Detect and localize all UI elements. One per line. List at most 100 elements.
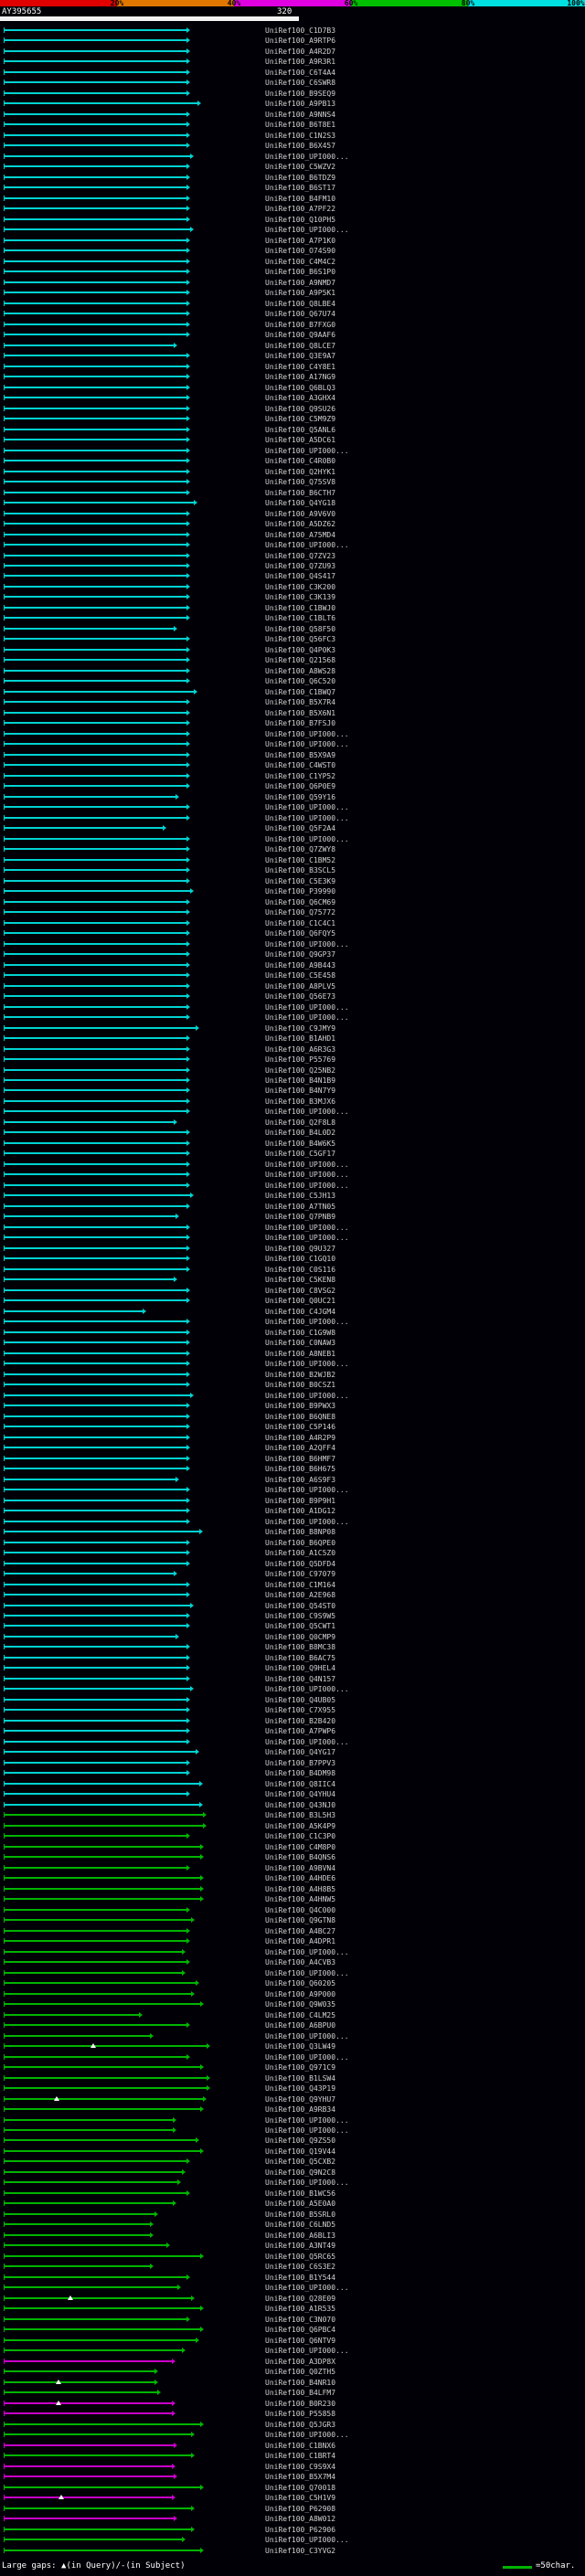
hit-label[interactable]: UniRef100_A6BPU0: [265, 2021, 336, 2030]
hit-label[interactable]: UniRef100_UPI000...: [265, 2052, 349, 2062]
hit-bar[interactable]: [4, 1822, 207, 1829]
hit-label[interactable]: UniRef100_C1N2S3: [265, 131, 336, 140]
hit-bar[interactable]: [4, 1738, 190, 1744]
hit-bar[interactable]: [4, 1445, 190, 1451]
hit-bar[interactable]: [4, 384, 190, 390]
hit-label[interactable]: UniRef100_Q0ZTH5: [265, 2368, 336, 2377]
hit-bar[interactable]: [4, 1906, 190, 1913]
hit-label[interactable]: UniRef100_C0S116: [265, 1265, 336, 1274]
hit-label[interactable]: UniRef100_A5DZ62: [265, 520, 336, 529]
hit-label[interactable]: UniRef100_C1YP52: [265, 771, 336, 780]
hit-bar[interactable]: [4, 1382, 190, 1388]
hit-bar[interactable]: [4, 2127, 176, 2133]
hit-bar[interactable]: [4, 2421, 204, 2427]
hit-bar[interactable]: [4, 2200, 176, 2207]
hit-bar[interactable]: [4, 374, 190, 380]
hit-label[interactable]: UniRef100_Q67U74: [265, 310, 336, 319]
hit-bar[interactable]: [4, 2011, 143, 2018]
hit-label[interactable]: UniRef100_Q25NB2: [265, 1065, 336, 1075]
hit-label[interactable]: UniRef100_B0R230: [265, 2399, 336, 2408]
hit-bar[interactable]: [4, 762, 190, 769]
hit-bar[interactable]: [4, 814, 190, 821]
hit-bar[interactable]: [4, 2043, 210, 2050]
hit-label[interactable]: UniRef100_Q19V44: [265, 2147, 336, 2156]
hit-label[interactable]: UniRef100_C1GQ10: [265, 1255, 336, 1264]
hit-bar[interactable]: [4, 216, 190, 222]
hit-label[interactable]: UniRef100_C0NAW3: [265, 1339, 336, 1348]
hit-label[interactable]: UniRef100_B1Y544: [265, 2273, 336, 2282]
hit-bar[interactable]: [4, 846, 190, 853]
hit-bar[interactable]: [4, 2001, 204, 2008]
hit-label[interactable]: UniRef100_O74S90: [265, 247, 336, 256]
hit-bar[interactable]: [4, 1045, 190, 1052]
hit-label[interactable]: UniRef100_UPI000...: [265, 1968, 349, 1977]
hit-bar[interactable]: [4, 2274, 190, 2280]
hit-label[interactable]: UniRef100_A4HNW5: [265, 1895, 336, 1904]
hit-label[interactable]: UniRef100_B1LSW4: [265, 2073, 336, 2083]
hit-label[interactable]: UniRef100_Q5CWT1: [265, 1622, 336, 1631]
hit-label[interactable]: UniRef100_B5X7R4: [265, 698, 336, 707]
hit-bar[interactable]: [4, 1592, 190, 1597]
hit-label[interactable]: UniRef100_B3L5H3: [265, 1811, 336, 1820]
hit-label[interactable]: UniRef100_Q6CM69: [265, 897, 336, 906]
hit-bar[interactable]: [4, 825, 166, 832]
hit-label[interactable]: UniRef100_C1BLT6: [265, 614, 336, 623]
hit-label[interactable]: UniRef100_Q6FQY5: [265, 929, 336, 938]
hit-label[interactable]: UniRef100_B2B420: [265, 1716, 336, 1725]
hit-bar[interactable]: [4, 2547, 204, 2553]
hit-bar[interactable]: [4, 143, 190, 149]
hit-label[interactable]: UniRef100_A3NT49: [265, 2242, 336, 2251]
hit-label[interactable]: UniRef100_C4M8P0: [265, 1842, 336, 1851]
hit-bar[interactable]: [4, 2179, 181, 2186]
hit-bar[interactable]: [4, 1938, 190, 1945]
hit-bar[interactable]: [4, 562, 190, 568]
hit-label[interactable]: UniRef100_C9S9W5: [265, 1611, 336, 1620]
hit-bar[interactable]: [4, 573, 190, 579]
hit-label[interactable]: UniRef100_Q54ST0: [265, 1601, 336, 1610]
hit-label[interactable]: UniRef100_C5P146: [265, 1423, 336, 1432]
hit-label[interactable]: UniRef100_UPI000...: [265, 2284, 349, 2293]
hit-bar[interactable]: [4, 1287, 190, 1293]
hit-label[interactable]: UniRef100_C5M9Z9: [265, 415, 336, 424]
hit-label[interactable]: UniRef100_B9SEQ9: [265, 89, 336, 98]
hit-label[interactable]: UniRef100_A9P5K1: [265, 289, 336, 298]
hit-bar[interactable]: [4, 2284, 181, 2291]
hit-bar[interactable]: [4, 678, 190, 684]
hit-bar[interactable]: [4, 153, 194, 159]
hit-label[interactable]: UniRef100_UPI000...: [265, 1160, 349, 1169]
hit-label[interactable]: UniRef100_Q59Y16: [265, 792, 336, 801]
hit-bar[interactable]: [4, 2221, 154, 2228]
hit-label[interactable]: UniRef100_Q9SU26: [265, 404, 336, 413]
hit-bar[interactable]: [4, 1633, 179, 1639]
hit-label[interactable]: UniRef100_Q6BLQ3: [265, 383, 336, 392]
hit-label[interactable]: UniRef100_A6R3G3: [265, 1044, 336, 1054]
hit-bar[interactable]: [4, 164, 190, 170]
hit-label[interactable]: UniRef100_C4WST0: [265, 761, 336, 770]
hit-bar[interactable]: [4, 856, 190, 863]
hit-bar[interactable]: [4, 2032, 154, 2039]
hit-label[interactable]: UniRef100_P39990: [265, 887, 336, 896]
hit-label[interactable]: UniRef100_A4R2D7: [265, 47, 336, 56]
hit-bar[interactable]: [4, 227, 194, 233]
hit-bar[interactable]: [4, 1959, 190, 1966]
hit-label[interactable]: UniRef100_B4LFM7: [265, 2389, 336, 2398]
hit-bar[interactable]: [4, 1623, 190, 1629]
hit-label[interactable]: UniRef100_UPI000...: [265, 226, 349, 235]
hit-bar[interactable]: [4, 1466, 190, 1472]
hit-label[interactable]: UniRef100_C5JH13: [265, 1192, 336, 1201]
hit-label[interactable]: UniRef100_Q4YG18: [265, 499, 336, 508]
hit-label[interactable]: UniRef100_C1BM52: [265, 855, 336, 864]
hit-label[interactable]: UniRef100_C4Y8E1: [265, 362, 336, 371]
hit-label[interactable]: UniRef100_B6X457: [265, 142, 336, 151]
hit-label[interactable]: UniRef100_UPI000...: [265, 2178, 349, 2188]
hit-label[interactable]: UniRef100_B6AC75: [265, 1653, 336, 1662]
hit-bar[interactable]: [4, 542, 190, 547]
hit-label[interactable]: UniRef100_B4FM10: [265, 194, 336, 203]
hit-bar[interactable]: [4, 552, 190, 558]
hit-label[interactable]: UniRef100_B4L0D2: [265, 1129, 336, 1138]
hit-label[interactable]: UniRef100_A1DG12: [265, 1507, 336, 1516]
hit-bar[interactable]: [4, 1791, 190, 1797]
hit-bar[interactable]: [4, 741, 190, 747]
hit-bar[interactable]: [4, 1203, 190, 1209]
hit-bar[interactable]: [4, 1497, 190, 1503]
